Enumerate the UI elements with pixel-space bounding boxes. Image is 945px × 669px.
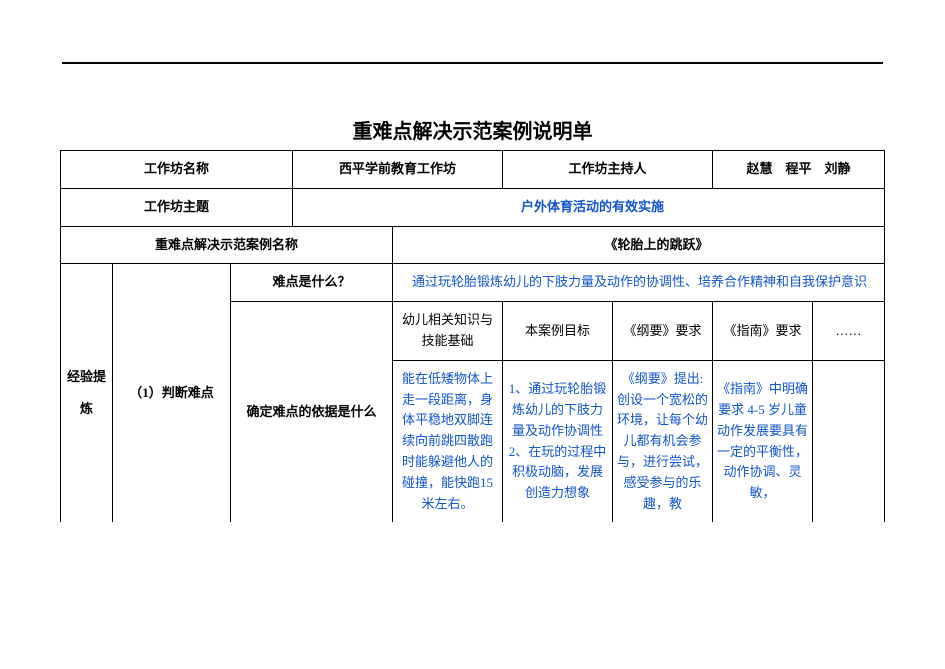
cell-goal: 1、通过玩轮胎锻炼幼儿的下肢力量及动作协调性2、在玩的过程中积极动脑，发展创造力… bbox=[503, 360, 613, 522]
top-horizontal-rule bbox=[62, 62, 883, 64]
page-title: 重难点解决示范案例说明单 bbox=[0, 115, 945, 144]
cell-guide: 《指南》中明确要求 4-5 岁儿童动作发展要具有一定的平衡性，动作协调、灵敏， bbox=[713, 360, 813, 522]
row-workshop-topic: 工作坊主题 户外体育活动的有效实施 bbox=[61, 188, 885, 226]
cell-more bbox=[813, 360, 885, 522]
label-case-name: 重难点解决示范案例名称 bbox=[61, 226, 393, 264]
cell-knowledge: 能在低矮物体上走一段距离，身体平稳地双脚连续向前跳四散跑时能躲避他人的碰撞，能快… bbox=[393, 360, 503, 522]
value-workshop-name: 西平学前教育工作坊 bbox=[293, 151, 503, 189]
row-difficulty-what: 经验提炼 （1）判断难点 难点是什么？ 通过玩轮胎锻炼幼儿的下肢力量及动作的协调… bbox=[61, 264, 885, 302]
value-host: 赵慧 程平 刘静 bbox=[713, 151, 885, 189]
row-workshop-name: 工作坊名称 西平学前教育工作坊 工作坊主持人 赵慧 程平 刘静 bbox=[61, 151, 885, 189]
label-workshop-name: 工作坊名称 bbox=[61, 151, 293, 189]
header-more: …… bbox=[813, 302, 885, 361]
header-guide: 《指南》要求 bbox=[713, 302, 813, 361]
row-case-name: 重难点解决示范案例名称 《轮胎上的跳跃》 bbox=[61, 226, 885, 264]
value-case-name: 《轮胎上的跳跃》 bbox=[393, 226, 885, 264]
header-outline: 《纲要》要求 bbox=[613, 302, 713, 361]
label-q1: 难点是什么？ bbox=[231, 264, 393, 302]
document-table: 工作坊名称 西平学前教育工作坊 工作坊主持人 赵慧 程平 刘静 工作坊主题 户外… bbox=[60, 150, 885, 522]
label-topic: 工作坊主题 bbox=[61, 188, 293, 226]
value-a1: 通过玩轮胎锻炼幼儿的下肢力量及动作的协调性、培养合作精神和自我保护意识 bbox=[393, 264, 885, 302]
header-goal: 本案例目标 bbox=[503, 302, 613, 361]
label-host: 工作坊主持人 bbox=[503, 151, 713, 189]
cell-outline: 《纲要》提出:创设一个宽松的环境，让每个幼儿都有机会参与，进行尝试，感受参与的乐… bbox=[613, 360, 713, 522]
value-topic: 户外体育活动的有效实施 bbox=[293, 188, 885, 226]
label-root: 经验提炼 bbox=[61, 264, 113, 522]
header-knowledge: 幼儿相关知识与技能基础 bbox=[393, 302, 503, 361]
label-part: （1）判断难点 bbox=[113, 264, 231, 522]
label-q2: 确定难点的依据是什么 bbox=[231, 302, 393, 523]
